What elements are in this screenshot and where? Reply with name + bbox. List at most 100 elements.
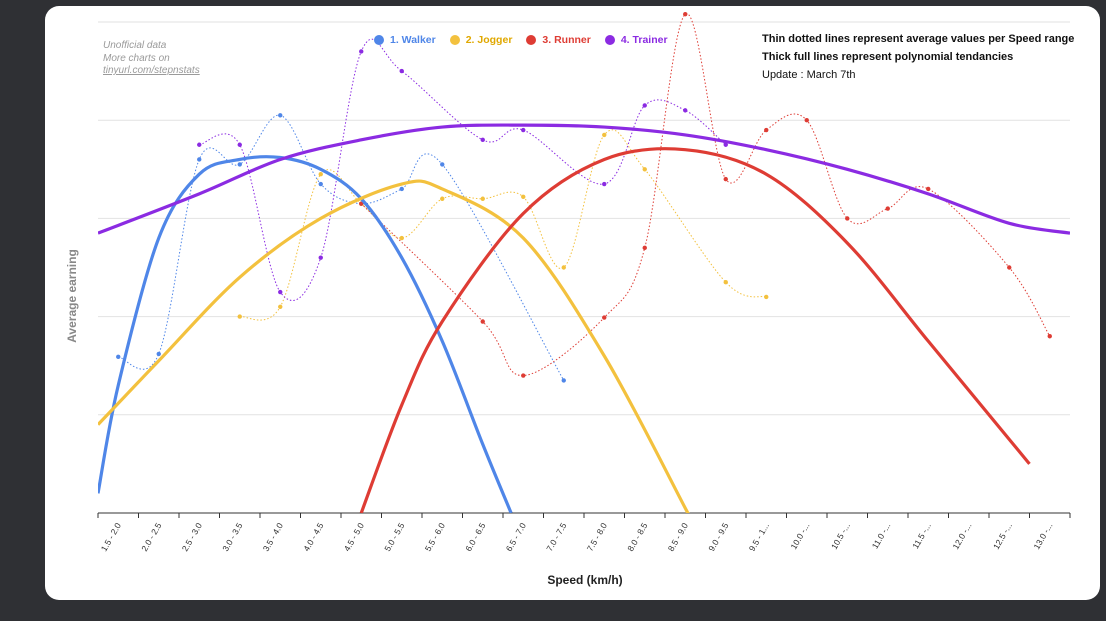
legend: 1. Walker 2. Jogger 3. Runner 4. Trainer: [374, 34, 668, 46]
x-tick-label: 4.5 - 5.0: [342, 521, 366, 553]
data-point-runner: [683, 11, 688, 17]
x-tick-label: 3.5 - 4.0: [261, 521, 285, 553]
legend-swatch-runner: [526, 35, 537, 45]
data-point-trainer: [683, 108, 688, 113]
data-point-runner: [885, 206, 890, 211]
x-tick-label: 9.5 - 1...: [747, 521, 771, 553]
x-tick-label: 12.5 -...: [991, 521, 1014, 551]
x-tick-label: 3.0 - 3.5: [220, 521, 244, 553]
data-point-runner: [1047, 334, 1052, 339]
data-point-jogger: [440, 196, 445, 201]
legend-swatch-walker: [374, 35, 384, 45]
data-point-runner: [642, 245, 647, 251]
y-axis-title: Average earning: [65, 249, 79, 343]
data-point-runner: [1007, 265, 1012, 270]
data-point-jogger: [480, 196, 485, 201]
legend-swatch-jogger: [449, 35, 460, 45]
data-point-walker: [237, 162, 242, 167]
x-tick-label: 11.0 -...: [870, 521, 893, 550]
legend-swatch-trainer: [604, 35, 615, 45]
trend-line-jogger: [98, 179, 690, 513]
unofficial-note: Unofficial data More charts on tinyurl.c…: [103, 40, 200, 78]
data-point-walker: [399, 186, 404, 192]
data-point-runner: [723, 176, 728, 182]
data-point-runner: [480, 319, 485, 324]
x-tick-label: 12.0 -...: [950, 521, 973, 551]
data-point-jogger: [318, 172, 323, 177]
data-point-jogger: [561, 265, 566, 270]
data-point-walker: [116, 354, 121, 360]
info-line-2: Thick full lines represent polynomial te…: [762, 51, 1014, 63]
update-date: Update : March 7th: [762, 69, 856, 81]
x-tick-label: 7.5 - 8.0: [585, 521, 609, 553]
data-point-runner: [764, 127, 769, 133]
data-point-jogger: [602, 132, 607, 138]
x-tick-label: 2.0 - 2.5: [139, 521, 163, 553]
data-point-trainer: [723, 142, 728, 147]
data-point-trainer: [399, 68, 404, 74]
x-tick-label: 2.5 - 3.0: [180, 521, 204, 553]
x-tick-label: 1.5 - 2.0: [99, 521, 123, 553]
x-tick-label: 8.5 - 9.0: [666, 521, 690, 553]
trend-line-walker: [98, 155, 513, 513]
data-point-jogger: [764, 294, 769, 300]
x-tick-label: 10.5 -...: [829, 521, 852, 551]
x-tick-label: 5.0 - 5.5: [382, 521, 406, 553]
data-point-trainer: [237, 142, 242, 147]
x-axis-title: Speed (km/h): [547, 573, 623, 587]
legend-item-jogger[interactable]: 2. Jogger: [449, 34, 513, 46]
data-point-trainer: [642, 103, 647, 108]
x-tick-label: 10.0 -...: [788, 521, 811, 551]
data-point-trainer: [521, 127, 526, 133]
x-tick-label: 7.0 - 7.5: [544, 521, 568, 553]
legend-label-jogger: 2. Jogger: [465, 34, 513, 46]
data-point-jogger: [521, 194, 526, 199]
x-tick-label: 6.0 - 6.5: [463, 521, 487, 553]
data-point-trainer: [602, 181, 607, 187]
chart-info: Thin dotted lines represent average valu…: [762, 30, 1074, 84]
avg-line-jogger: [239, 129, 767, 321]
trend-line-trainer: [98, 123, 1070, 235]
data-point-jogger: [399, 235, 404, 241]
data-point-walker: [440, 162, 445, 167]
note-link[interactable]: tinyurl.com/stepnstats: [103, 65, 200, 76]
x-tick-label: 6.5 - 7.0: [504, 521, 528, 553]
legend-item-trainer[interactable]: 4. Trainer: [604, 34, 668, 46]
data-point-trainer: [359, 49, 364, 54]
data-point-jogger: [642, 167, 647, 172]
data-point-runner: [359, 201, 364, 206]
chart-card: 1.5 - 2.0 2.0 - 2.5 2.5 - 3.0 3.0 - 3.5 3.5 …: [45, 6, 1100, 600]
legend-item-runner[interactable]: 3. Runner: [526, 34, 591, 46]
data-point-trainer: [197, 142, 202, 147]
data-point-runner: [804, 118, 809, 123]
data-point-runner: [602, 315, 607, 320]
data-point-runner: [845, 216, 850, 221]
legend-item-walker[interactable]: 1. Walker: [374, 34, 436, 46]
x-tick-label: 5.5 - 6.0: [423, 521, 447, 553]
data-point-walker: [156, 351, 161, 357]
x-tick-label: 9.0 - 9.5: [706, 521, 730, 553]
data-point-jogger: [723, 280, 728, 285]
data-point-walker: [278, 113, 283, 118]
data-point-jogger: [278, 304, 283, 309]
x-tick-label: 11.5 -...: [910, 521, 933, 550]
data-point-walker: [561, 378, 566, 383]
legend-label-trainer: 4. Trainer: [620, 34, 668, 46]
info-line-1: Thin dotted lines represent average valu…: [762, 33, 1075, 45]
data-point-trainer: [278, 289, 283, 295]
chart-svg: 1.5 - 2.0 2.0 - 2.5 2.5 - 3.0 3.0 - 3.5 3.5 …: [97, 11, 1071, 553]
x-tick-label: 4.0 - 4.5: [301, 521, 325, 553]
data-point-trainer: [480, 137, 485, 143]
x-tick-label: 8.0 - 8.5: [625, 521, 649, 553]
legend-label-runner: 3. Runner: [542, 34, 591, 46]
note-line-2: More charts on: [103, 52, 170, 64]
avg-line-trainer: [199, 38, 727, 301]
data-point-walker: [197, 157, 202, 162]
x-tick-label: 13.0 -...: [1031, 521, 1054, 551]
data-point-jogger: [237, 314, 242, 319]
legend-label-walker: 1. Walker: [390, 34, 436, 46]
data-point-walker: [318, 181, 323, 187]
data-point-runner: [926, 186, 931, 192]
data-point-trainer: [318, 255, 323, 260]
data-point-runner: [521, 373, 526, 378]
